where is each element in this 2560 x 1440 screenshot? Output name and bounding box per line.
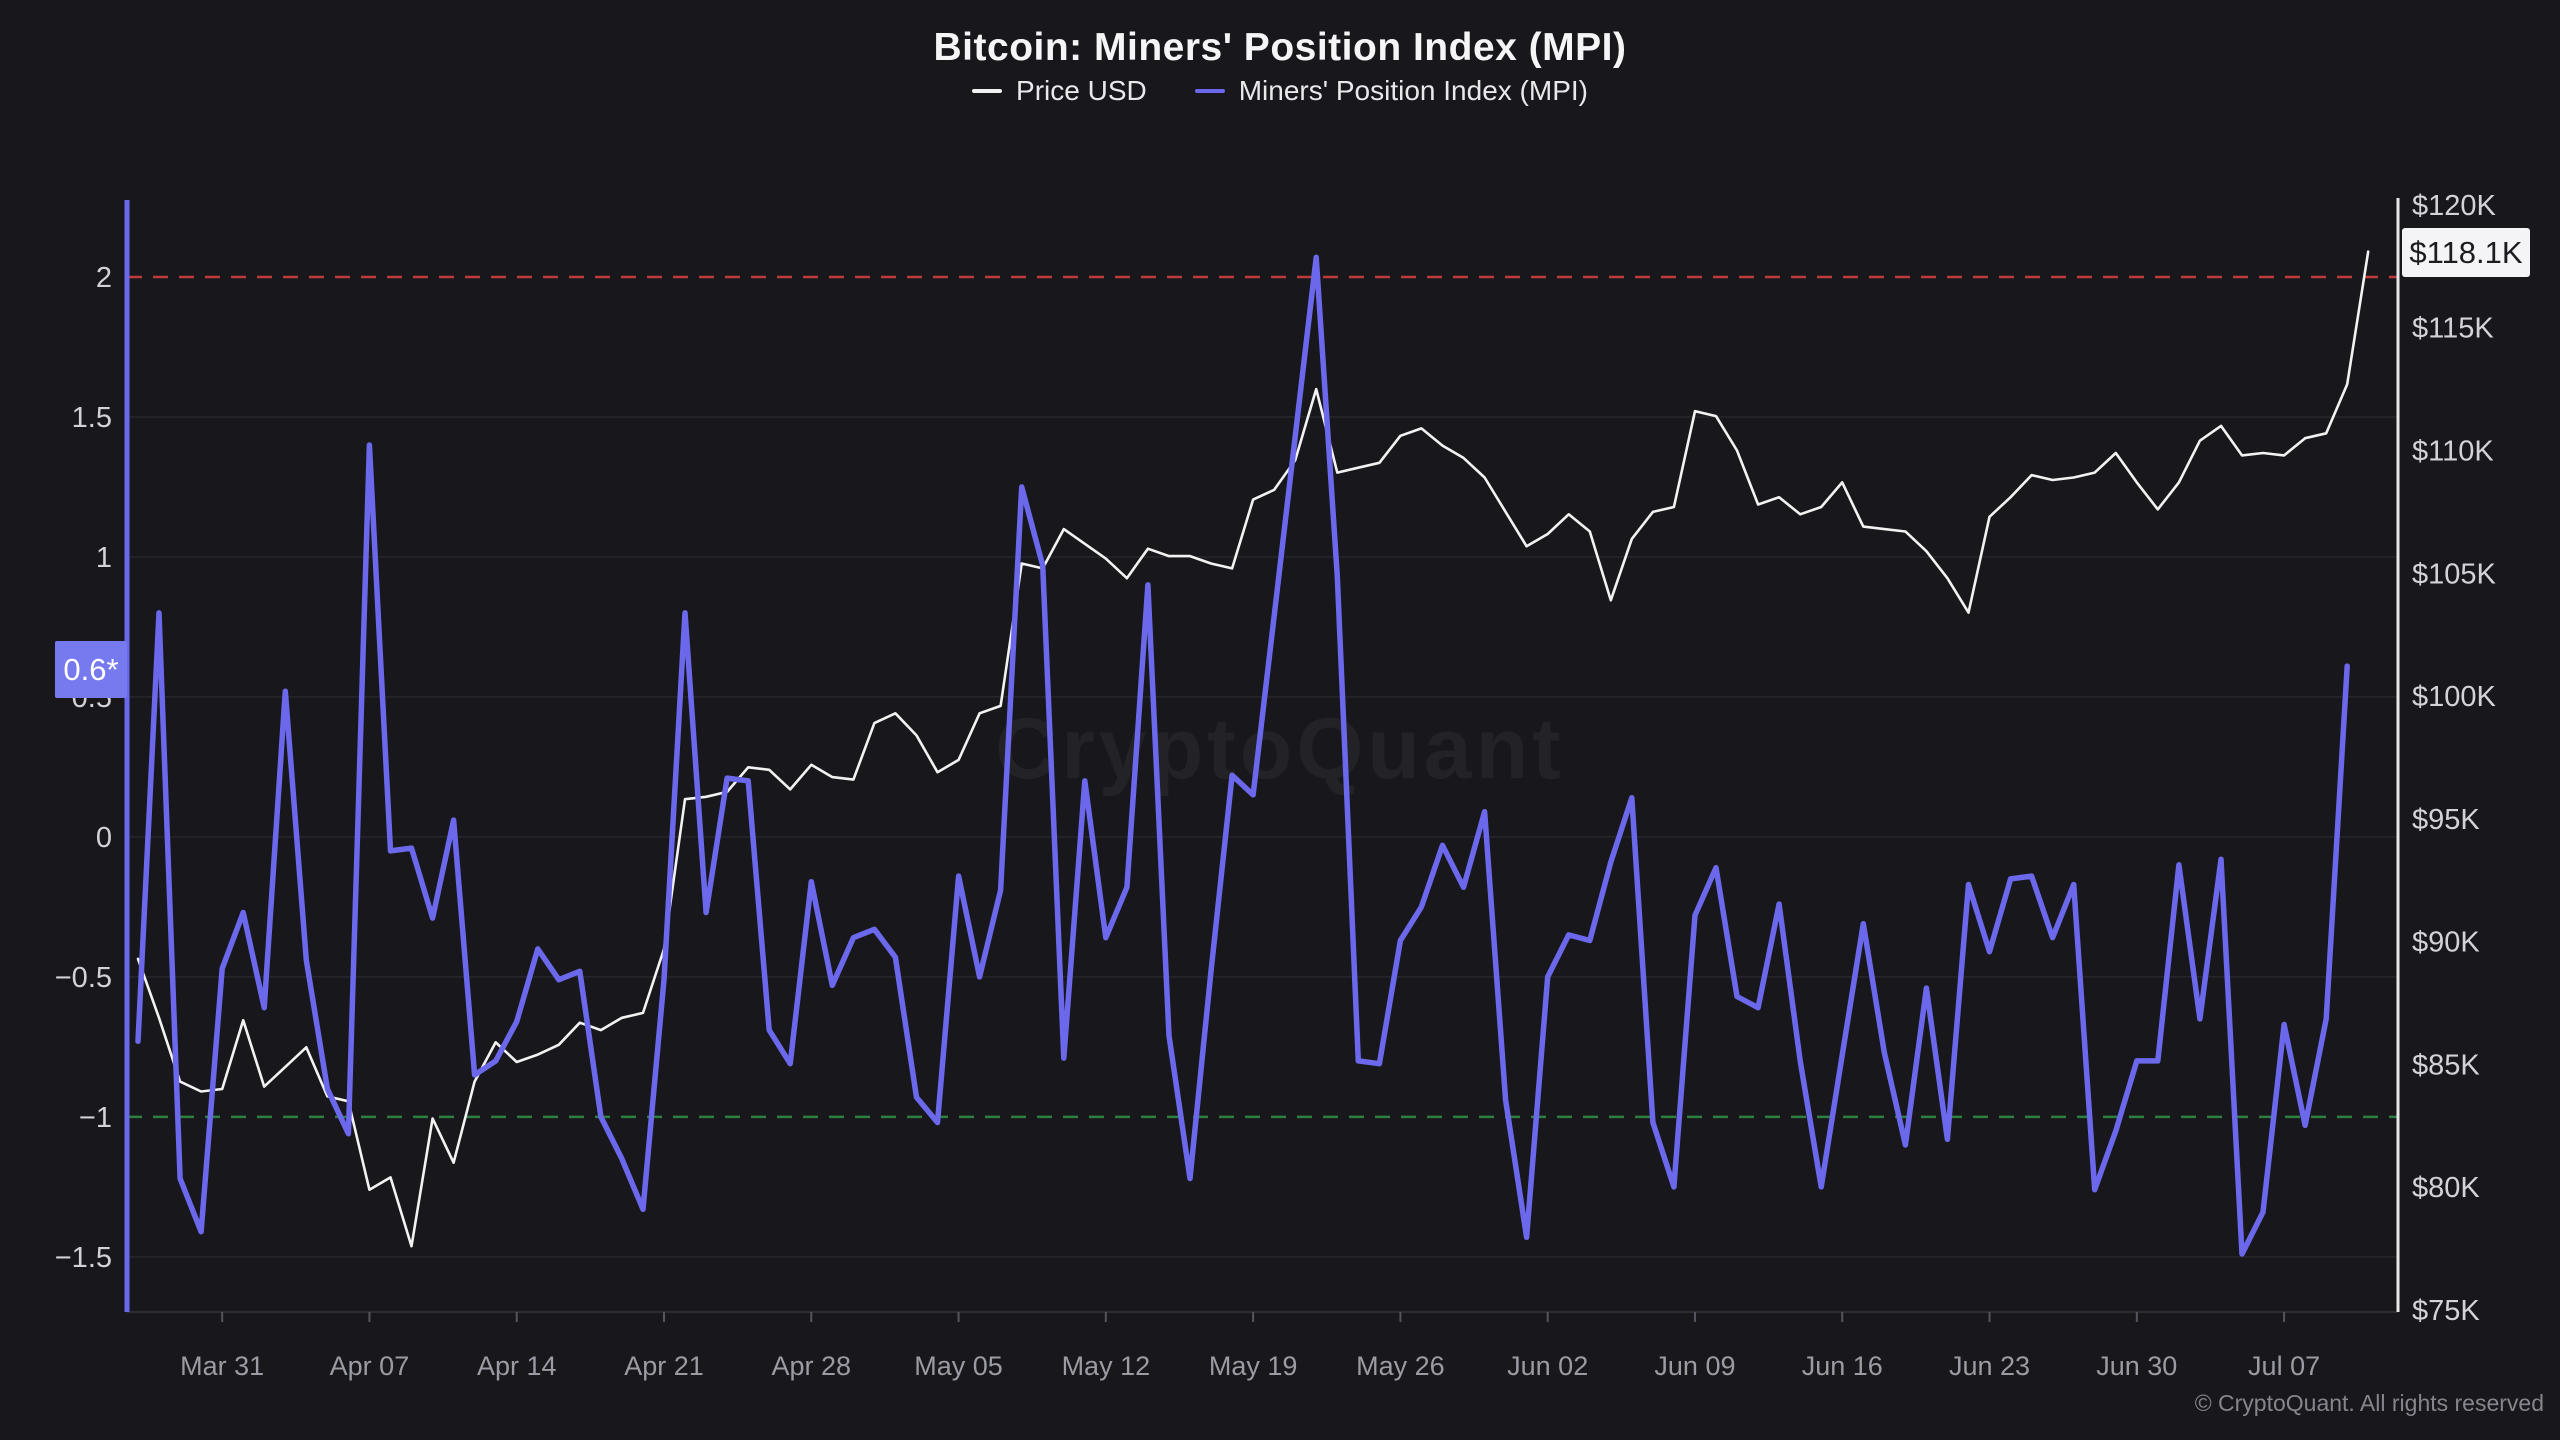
right-axis-tick-label: $75K	[2412, 1295, 2480, 1327]
right-axis-tick-label: $80K	[2412, 1172, 2480, 1204]
mpi-line	[135, 254, 2350, 1257]
right-axis-tick-label: $105K	[2412, 558, 2497, 590]
x-axis-tick-label: Jun 23	[1949, 1351, 2030, 1381]
price-series-swatch-icon	[972, 89, 1003, 93]
mpi-current-value-badge: 0.6*	[55, 641, 127, 698]
left-axis-tick-label: 1.5	[72, 402, 112, 434]
x-axis-tick-label: Mar 31	[180, 1351, 264, 1381]
left-axis-tick-label: 1	[96, 542, 112, 574]
right-axis-tick-label: $120K	[2412, 190, 2497, 222]
price-current-value-badge: $118.1K	[2402, 228, 2530, 277]
left-axis-tick-label: 0	[96, 822, 112, 854]
legend-item-mpi[interactable]: Miners' Position Index (MPI)	[1194, 75, 1588, 107]
left-axis-tick-label: 2	[96, 262, 112, 294]
left-axis-tick-label: −0.5	[55, 962, 112, 994]
x-axis-tick-label: Apr 28	[771, 1351, 851, 1381]
x-axis-tick-label: May 19	[1209, 1351, 1298, 1381]
x-axis-tick-label: Jul 07	[2248, 1351, 2320, 1381]
legend-label-mpi: Miners' Position Index (MPI)	[1238, 75, 1588, 106]
left-axis-tick-label: −1.5	[55, 1242, 112, 1274]
mpi-series-swatch-icon	[1194, 89, 1225, 93]
x-axis-tick-label: Jun 30	[2096, 1351, 2177, 1381]
right-axis-tick-label: $95K	[2412, 804, 2480, 836]
x-axis-tick-label: Apr 07	[330, 1351, 410, 1381]
chart-title: Bitcoin: Miners' Position Index (MPI)	[933, 26, 1627, 69]
legend-item-price[interactable]: Price USD	[972, 75, 1147, 107]
right-axis-tick-label: $110K	[2412, 435, 2494, 467]
right-axis-tick-label: $115K	[2412, 313, 2494, 345]
copyright-text: © CryptoQuant. All rights reserved	[2194, 1390, 2544, 1416]
x-axis-tick-label: Jun 09	[1654, 1351, 1735, 1381]
right-axis-tick-label: $85K	[2412, 1049, 2480, 1081]
right-axis-tick-label: $100K	[2412, 681, 2497, 713]
price-usd-line	[136, 250, 2370, 1248]
x-axis-tick-label: May 26	[1356, 1351, 1445, 1381]
x-axis-tick-label: Jun 02	[1507, 1351, 1588, 1381]
x-axis-tick-label: Jun 16	[1802, 1351, 1883, 1381]
legend: Price USD Miners' Position Index (MPI)	[0, 75, 2560, 107]
x-axis-tick-label: Apr 21	[624, 1351, 704, 1381]
x-axis-tick-label: May 12	[1062, 1351, 1151, 1381]
right-axis-tick-label: $90K	[2412, 927, 2480, 959]
x-axis-tick-label: May 05	[914, 1351, 1003, 1381]
legend-label-price: Price USD	[1016, 75, 1147, 106]
left-axis-tick-label: −1	[79, 1102, 112, 1134]
x-axis-tick-label: Apr 14	[477, 1351, 557, 1381]
